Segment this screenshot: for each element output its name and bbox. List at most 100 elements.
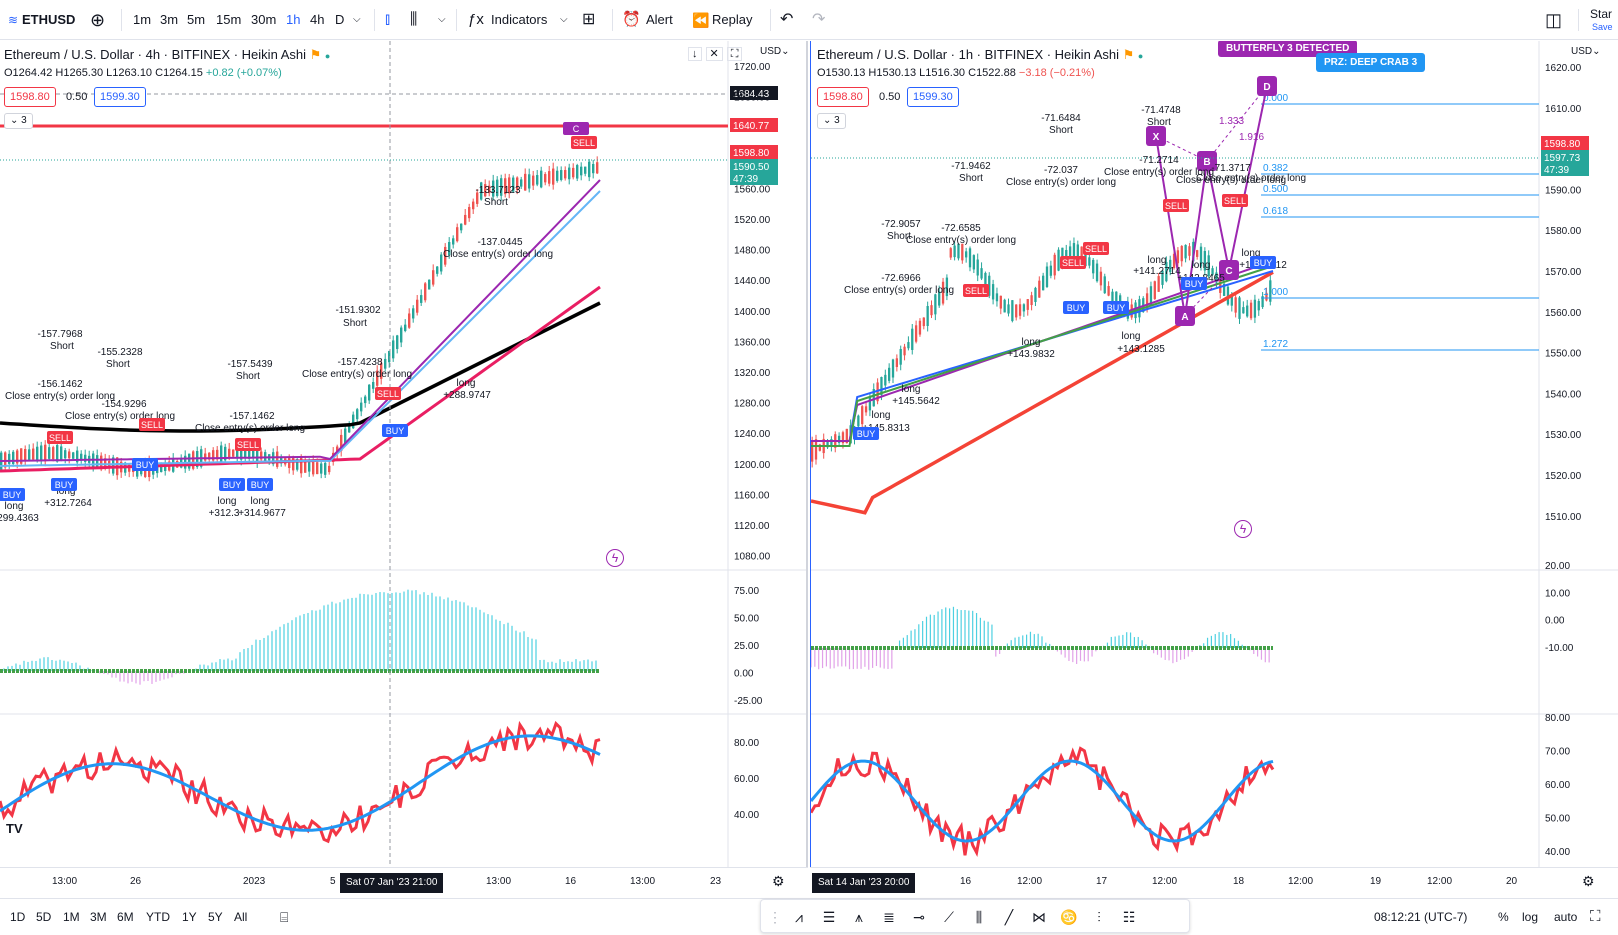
bars-pattern-icon[interactable]: ⫼ xyxy=(975,909,983,925)
candle xyxy=(841,432,845,444)
replay-button[interactable]: Replay xyxy=(712,12,753,27)
interval-4h[interactable]: 4h xyxy=(310,12,325,27)
range-all[interactable]: All xyxy=(234,910,248,924)
trade-annotation: Close entry(s) order long xyxy=(906,235,1016,246)
signal-tag xyxy=(235,438,261,451)
chart-pane-right[interactable]: 1620.001610.001600.001590.001580.001570.… xyxy=(810,41,1618,867)
signal-tag-text: SELL xyxy=(1085,244,1107,254)
sell-price-button[interactable]: 1598.80 xyxy=(4,87,56,107)
start-button[interactable]: Star xyxy=(1590,7,1613,21)
indicator-layers-toggle[interactable]: ⌄ 3 xyxy=(4,113,33,129)
interval-1h[interactable]: 1h xyxy=(286,12,301,27)
bar-type-icon[interactable]: ⫾ xyxy=(385,11,391,28)
flag-icon[interactable]: ⚑ xyxy=(309,47,322,62)
save-button[interactable]: Save xyxy=(1592,22,1613,32)
close-icon[interactable]: ✕ xyxy=(705,47,723,61)
candle xyxy=(8,453,11,464)
fib-retracement-icon[interactable]: ☷ xyxy=(1122,909,1136,925)
fib-channel-icon[interactable]: ⫶ xyxy=(1097,909,1101,925)
time-axis-right[interactable]: Sat 14 Jan '23 20:00 16 12:00 17 12:00 1… xyxy=(810,867,1618,898)
chevron-down-icon[interactable]: ⌵ xyxy=(353,14,361,25)
low-value: L1263.10 xyxy=(106,67,153,79)
trade-annotation: long xyxy=(251,496,270,507)
interval-1m[interactable]: 1m xyxy=(133,12,152,27)
buy-price-button[interactable]: 1599.30 xyxy=(94,87,146,107)
candle xyxy=(536,175,539,185)
trend-pattern-icon[interactable]: ⩘ xyxy=(795,909,803,925)
candle xyxy=(220,445,223,463)
chart-canvas-right[interactable]: 1620.001610.001600.001590.001580.001570.… xyxy=(811,41,1618,867)
sell-price-button[interactable]: 1598.80 xyxy=(817,87,869,107)
drag-handle-icon[interactable]: ⋮ xyxy=(768,909,782,925)
fib-spiral-icon[interactable]: ♋ xyxy=(1060,909,1078,925)
time-axis-left[interactable]: 13:00 26 2023 5 Sat 07 Jan '23 21:00 13:… xyxy=(0,867,808,898)
alert-clock-icon[interactable]: ⏰ xyxy=(622,11,641,28)
interval-15m[interactable]: 15m xyxy=(216,12,242,27)
candle xyxy=(64,450,67,459)
ema-blue xyxy=(0,190,601,467)
candle xyxy=(252,450,255,458)
range-ytd[interactable]: YTD xyxy=(146,910,170,924)
date-range-icon[interactable]: ⌸ xyxy=(280,909,289,925)
trend-angle-icon[interactable]: ⟋ xyxy=(944,909,954,925)
maximize-icon[interactable]: ⛶ xyxy=(726,47,743,61)
layout-grid-icon[interactable]: ⊞ xyxy=(582,11,596,28)
range-1d[interactable]: 1D xyxy=(10,910,26,924)
range-5d[interactable]: 5D xyxy=(36,910,52,924)
compare-add-icon[interactable]: ⊕ xyxy=(90,10,106,30)
clock-time[interactable]: 08:12:21 (UTC-7) xyxy=(1374,910,1468,924)
settings-gear-icon[interactable]: ⚙ xyxy=(772,873,785,889)
interval-d[interactable]: D xyxy=(335,12,345,27)
range-5y[interactable]: 5Y xyxy=(208,910,223,924)
trade-annotation: +312.7264 xyxy=(44,498,92,509)
indicators-icon[interactable]: ƒx xyxy=(468,11,484,28)
currency-label[interactable]: USD⌄ xyxy=(1571,46,1601,57)
trade-annotation: -71.2714 xyxy=(1139,155,1179,166)
horizontal-ray-icon[interactable]: ⊸ xyxy=(913,909,925,925)
symbol-search-button[interactable]: ETHUSD xyxy=(22,12,76,27)
auto-toggle[interactable]: auto xyxy=(1554,910,1578,924)
range-3m[interactable]: 3M xyxy=(90,910,107,924)
parallel-channel-icon[interactable]: ☰ xyxy=(822,909,836,925)
range-1y[interactable]: 1Y xyxy=(182,910,197,924)
xabcd-pattern-icon[interactable]: ⋈ xyxy=(1032,909,1046,925)
buy-price-button[interactable]: 1599.30 xyxy=(907,87,959,107)
trade-annotation: long xyxy=(218,496,237,507)
candles-icon[interactable]: ⫼ xyxy=(410,11,418,28)
candle xyxy=(1038,280,1041,298)
chevron-down-icon[interactable]: ⌵ xyxy=(560,14,568,25)
interval-30m[interactable]: 30m xyxy=(251,12,277,27)
fullscreen-icon[interactable]: ⛶ xyxy=(1590,908,1601,925)
log-toggle[interactable]: log xyxy=(1522,910,1539,924)
range-6m[interactable]: 6M xyxy=(117,910,134,924)
chart-canvas-left[interactable]: 1720.001680.001640.001600.001560.001520.… xyxy=(0,41,808,867)
chart-pane-left[interactable]: 1720.001680.001640.001600.001560.001520.… xyxy=(0,41,808,867)
candle xyxy=(1149,286,1153,306)
candle xyxy=(68,451,71,459)
indicators-button[interactable]: Indicators xyxy=(491,12,548,27)
interval-3m[interactable]: 3m xyxy=(160,12,179,27)
arrow-down-icon[interactable]: ↓ xyxy=(688,47,702,61)
crosshair-add-icon[interactable]: ⊕ xyxy=(733,88,744,102)
range-1m[interactable]: 1M xyxy=(63,910,80,924)
indicator-layers-toggle[interactable]: ⌄ 3 xyxy=(817,113,846,129)
interval-5m[interactable]: 5m xyxy=(187,12,206,27)
lightning-icon[interactable]: ϟ xyxy=(1234,520,1252,538)
undo-icon[interactable]: ↶ xyxy=(780,11,794,28)
open-value: O1530.13 xyxy=(817,67,866,79)
lightning-icon[interactable]: ϟ xyxy=(606,549,624,567)
trendline-icon[interactable]: ╱ xyxy=(1004,909,1014,925)
redo-icon[interactable]: ↷ xyxy=(812,11,826,28)
layout-panel-icon[interactable]: ◫ xyxy=(1545,10,1563,30)
rsi-axis-tick: 80.00 xyxy=(734,738,759,749)
chevron-down-icon[interactable]: ⌵ xyxy=(438,14,446,25)
settings-gear-icon[interactable]: ⚙ xyxy=(1582,873,1595,889)
fib-icon[interactable]: ≣ xyxy=(883,909,895,925)
pitchfork-icon[interactable]: ⩚ xyxy=(855,909,863,925)
replay-icon[interactable]: ⏪ xyxy=(692,12,710,28)
flag-icon[interactable]: ⚑ xyxy=(1122,47,1135,62)
percent-toggle[interactable]: % xyxy=(1498,910,1509,924)
candle xyxy=(408,313,411,328)
currency-label[interactable]: USD⌄ xyxy=(760,46,790,57)
alert-button[interactable]: Alert xyxy=(646,12,673,27)
